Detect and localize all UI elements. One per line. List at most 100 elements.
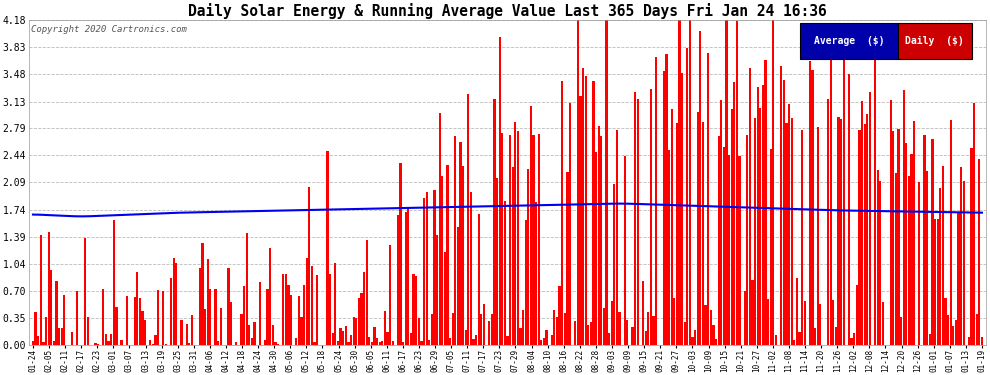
Bar: [306, 258, 308, 345]
Bar: [421, 341, 423, 345]
Bar: [775, 335, 777, 345]
Bar: [642, 281, 644, 345]
Bar: [838, 117, 840, 345]
Bar: [905, 144, 908, 345]
Bar: [357, 298, 360, 345]
Bar: [543, 338, 545, 345]
Bar: [175, 262, 177, 345]
Bar: [783, 80, 785, 345]
Bar: [681, 73, 683, 345]
Bar: [525, 220, 527, 345]
Bar: [105, 334, 107, 345]
Bar: [365, 240, 367, 345]
Bar: [308, 188, 311, 345]
Bar: [464, 330, 467, 345]
Bar: [459, 142, 461, 345]
Bar: [584, 75, 587, 345]
Bar: [555, 317, 558, 345]
Bar: [582, 68, 584, 345]
Title: Daily Solar Energy & Running Average Value Last 365 Days Fri Jan 24 16:36: Daily Solar Energy & Running Average Val…: [188, 3, 827, 19]
Bar: [751, 280, 753, 345]
Bar: [40, 235, 42, 345]
Bar: [423, 198, 425, 345]
Bar: [853, 333, 855, 345]
Bar: [277, 344, 279, 345]
Bar: [501, 133, 503, 345]
Bar: [134, 297, 136, 345]
Bar: [702, 122, 704, 345]
Bar: [517, 131, 519, 345]
Bar: [157, 290, 159, 345]
Bar: [488, 321, 490, 345]
Bar: [798, 333, 801, 345]
Bar: [373, 327, 375, 345]
Bar: [726, 20, 728, 345]
Bar: [934, 219, 937, 345]
Bar: [300, 316, 303, 345]
Bar: [215, 289, 217, 345]
Bar: [940, 188, 941, 345]
Bar: [472, 339, 474, 345]
Bar: [673, 298, 675, 345]
Bar: [592, 81, 595, 345]
Bar: [973, 103, 975, 345]
Bar: [410, 333, 412, 345]
Bar: [493, 99, 496, 345]
Bar: [241, 314, 243, 345]
Bar: [827, 99, 830, 345]
Bar: [720, 100, 723, 345]
Bar: [697, 112, 699, 345]
Bar: [431, 314, 433, 345]
Bar: [314, 342, 316, 345]
Bar: [538, 134, 540, 345]
Bar: [895, 173, 897, 345]
Bar: [94, 343, 97, 345]
Bar: [316, 275, 318, 345]
Bar: [762, 85, 764, 345]
Bar: [55, 281, 57, 345]
Bar: [243, 286, 246, 345]
Bar: [929, 334, 931, 345]
Bar: [590, 322, 592, 345]
Bar: [718, 136, 720, 345]
Bar: [462, 166, 464, 345]
Bar: [833, 300, 835, 345]
Bar: [566, 172, 568, 345]
Bar: [522, 310, 525, 345]
Bar: [616, 130, 618, 345]
Bar: [37, 336, 40, 345]
Bar: [186, 324, 188, 345]
Bar: [545, 330, 547, 345]
Bar: [32, 341, 34, 345]
Bar: [569, 103, 571, 345]
Bar: [43, 342, 45, 345]
Bar: [863, 124, 865, 345]
Bar: [715, 339, 717, 345]
Bar: [705, 305, 707, 345]
Bar: [858, 130, 860, 345]
Bar: [60, 328, 62, 345]
Bar: [550, 335, 552, 345]
Bar: [392, 341, 394, 345]
Bar: [847, 74, 850, 345]
Bar: [340, 328, 342, 345]
Bar: [903, 90, 905, 345]
Bar: [769, 149, 772, 345]
Bar: [332, 333, 334, 345]
Bar: [968, 337, 970, 345]
Bar: [866, 114, 868, 345]
Bar: [282, 274, 284, 345]
Bar: [528, 169, 530, 345]
Bar: [405, 212, 407, 345]
Bar: [271, 325, 274, 345]
Bar: [343, 331, 345, 345]
Bar: [897, 129, 900, 345]
Bar: [434, 189, 436, 345]
Bar: [71, 332, 73, 345]
Bar: [172, 258, 175, 345]
Bar: [144, 320, 147, 345]
Bar: [879, 181, 881, 345]
Bar: [363, 272, 365, 345]
Bar: [788, 104, 790, 345]
Bar: [874, 24, 876, 345]
